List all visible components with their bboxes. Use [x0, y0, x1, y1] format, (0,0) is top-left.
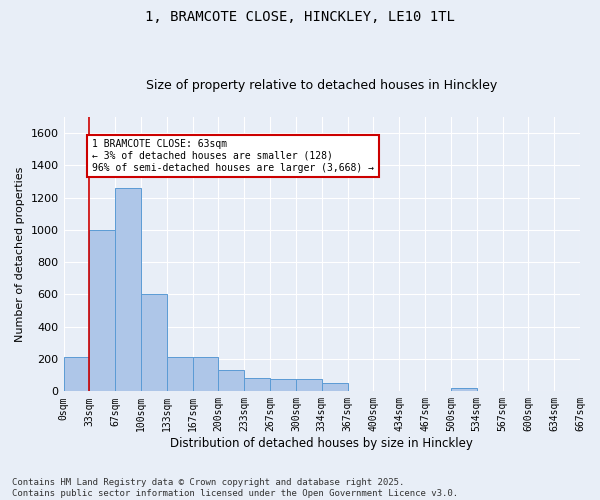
- Title: Size of property relative to detached houses in Hinckley: Size of property relative to detached ho…: [146, 79, 497, 92]
- Bar: [244, 378, 270, 392]
- X-axis label: Distribution of detached houses by size in Hinckley: Distribution of detached houses by size …: [170, 437, 473, 450]
- Bar: [193, 356, 218, 392]
- Bar: [141, 294, 167, 392]
- Bar: [451, 388, 477, 392]
- Bar: [89, 230, 115, 392]
- Y-axis label: Number of detached properties: Number of detached properties: [15, 166, 25, 342]
- Bar: [218, 370, 244, 392]
- Bar: [296, 379, 322, 392]
- Bar: [167, 356, 193, 392]
- Text: Contains HM Land Registry data © Crown copyright and database right 2025.
Contai: Contains HM Land Registry data © Crown c…: [12, 478, 458, 498]
- Bar: [270, 379, 296, 392]
- Bar: [115, 188, 141, 392]
- Text: 1 BRAMCOTE CLOSE: 63sqm
← 3% of detached houses are smaller (128)
96% of semi-de: 1 BRAMCOTE CLOSE: 63sqm ← 3% of detached…: [92, 140, 374, 172]
- Text: 1, BRAMCOTE CLOSE, HINCKLEY, LE10 1TL: 1, BRAMCOTE CLOSE, HINCKLEY, LE10 1TL: [145, 10, 455, 24]
- Bar: [322, 384, 347, 392]
- Bar: [64, 356, 89, 392]
